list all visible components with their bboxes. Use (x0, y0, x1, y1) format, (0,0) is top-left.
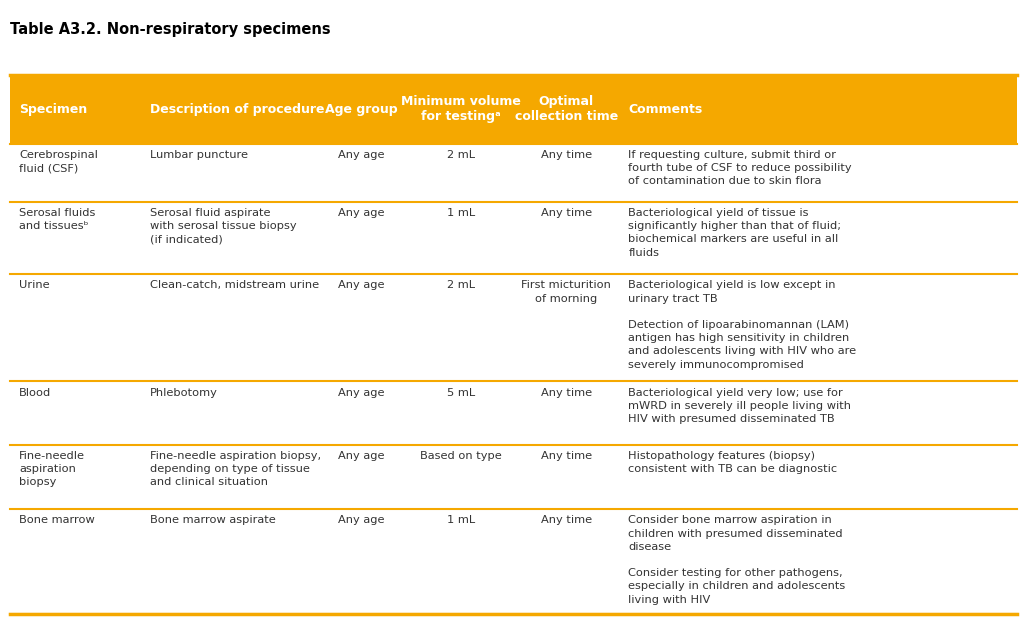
Text: Specimen: Specimen (19, 103, 88, 116)
Bar (10, 274, 1017, 381)
Text: Lumbar puncture: Lumbar puncture (151, 150, 248, 160)
Text: Bacteriological yield is low except in
urinary tract TB

Detection of lipoarabin: Bacteriological yield is low except in u… (629, 281, 856, 369)
Text: Any age: Any age (338, 516, 385, 526)
Text: Serosal fluids
and tissuesᵇ: Serosal fluids and tissuesᵇ (19, 208, 95, 231)
Text: Bone marrow: Bone marrow (19, 516, 95, 526)
Text: Based on type: Based on type (420, 451, 502, 461)
Text: Phlebotomy: Phlebotomy (151, 388, 218, 398)
Text: Cerebrospinal
fluid (CSF): Cerebrospinal fluid (CSF) (19, 150, 98, 173)
Text: Serosal fluid aspirate
with serosal tissue biopsy
(if indicated): Serosal fluid aspirate with serosal tiss… (151, 208, 297, 244)
Text: 2 mL: 2 mL (446, 150, 475, 160)
Text: Age group: Age group (326, 103, 398, 116)
Text: 2 mL: 2 mL (446, 281, 475, 291)
Bar (10, 445, 1017, 509)
Text: Bacteriological yield very low; use for
mWRD in severely ill people living with
: Bacteriological yield very low; use for … (629, 388, 851, 424)
Text: Any time: Any time (541, 208, 592, 218)
Text: 1 mL: 1 mL (446, 208, 475, 218)
Text: Any age: Any age (338, 451, 385, 461)
Text: Consider bone marrow aspiration in
children with presumed disseminated
disease

: Consider bone marrow aspiration in child… (629, 516, 846, 604)
Text: Table A3.2. Non-respiratory specimens: Table A3.2. Non-respiratory specimens (10, 22, 331, 37)
Bar (10, 381, 1017, 445)
Text: 5 mL: 5 mL (446, 388, 475, 398)
Text: Any age: Any age (338, 281, 385, 291)
Bar (10, 509, 1017, 614)
Text: Fine-needle aspiration biopsy,
depending on type of tissue
and clinical situatio: Fine-needle aspiration biopsy, depending… (151, 451, 322, 488)
Text: Any time: Any time (541, 516, 592, 526)
Text: Comments: Comments (629, 103, 702, 116)
Text: Fine-needle
aspiration
biopsy: Fine-needle aspiration biopsy (19, 451, 85, 488)
Text: Histopathology features (biopsy)
consistent with TB can be diagnostic: Histopathology features (biopsy) consist… (629, 451, 838, 474)
Bar (10, 75, 1017, 144)
Text: Bacteriological yield of tissue is
significantly higher than that of fluid;
bioc: Bacteriological yield of tissue is signi… (629, 208, 842, 258)
Text: Any time: Any time (541, 451, 592, 461)
Text: Minimum volume
for testingᵃ: Minimum volume for testingᵃ (400, 96, 520, 123)
Text: Clean-catch, midstream urine: Clean-catch, midstream urine (151, 281, 319, 291)
Text: Optimal
collection time: Optimal collection time (515, 96, 618, 123)
Text: 1 mL: 1 mL (446, 516, 475, 526)
Bar (10, 144, 1017, 202)
Text: Any age: Any age (338, 150, 385, 160)
Text: If requesting culture, submit third or
fourth tube of CSF to reduce possibility
: If requesting culture, submit third or f… (629, 150, 852, 186)
Text: Any age: Any age (338, 208, 385, 218)
Text: Bone marrow aspirate: Bone marrow aspirate (151, 516, 276, 526)
Text: Any time: Any time (541, 150, 592, 160)
Text: Urine: Urine (19, 281, 50, 291)
Text: Any time: Any time (541, 388, 592, 398)
Text: Any age: Any age (338, 388, 385, 398)
Bar (10, 202, 1017, 274)
Text: First micturition
of morning: First micturition of morning (521, 281, 611, 304)
Text: Description of procedure: Description of procedure (151, 103, 325, 116)
Text: Blood: Blood (19, 388, 51, 398)
